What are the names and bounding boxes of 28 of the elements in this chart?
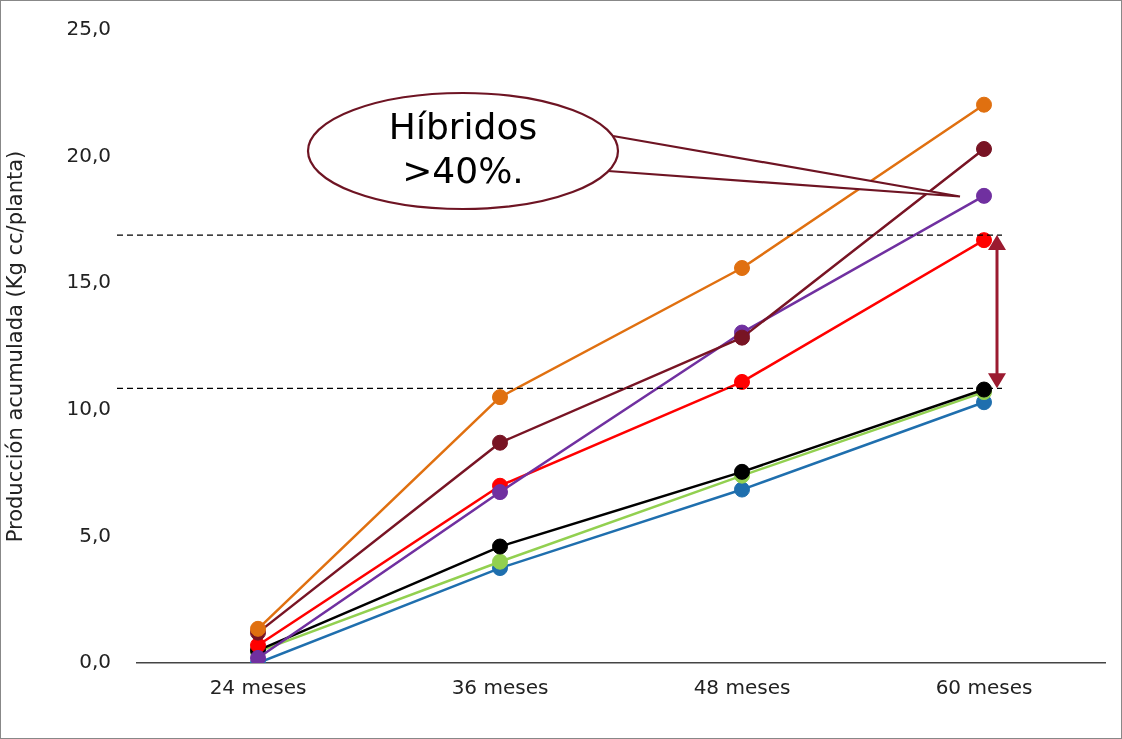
point <box>492 553 508 570</box>
x-tick-label: 60 meses <box>935 675 1033 700</box>
annotation: Híbridos >40%. <box>387 105 539 193</box>
point <box>250 649 266 663</box>
point <box>734 329 750 346</box>
x-tick-label: 24 meses <box>209 675 307 700</box>
point <box>734 463 750 480</box>
y-tick-label: 10,0 <box>66 396 111 420</box>
y-tick-label: 15,0 <box>66 269 111 294</box>
y-axis-title: Producción acumulada (Kg cc/planta) <box>3 150 28 543</box>
y-tick-label: 25,0 <box>66 16 111 41</box>
y-tick-label: 0,0 <box>79 649 111 674</box>
point <box>734 481 750 498</box>
point <box>976 141 992 157</box>
point <box>976 187 992 204</box>
point <box>492 484 508 501</box>
x-tick-label: 48 meses <box>693 675 791 700</box>
point <box>492 389 508 406</box>
point <box>492 434 508 451</box>
point <box>734 260 750 277</box>
x-tick-label: 36 meses <box>451 675 549 700</box>
point <box>976 232 992 249</box>
point <box>492 538 508 555</box>
point <box>976 96 992 113</box>
point <box>250 620 266 637</box>
point <box>734 373 750 390</box>
y-tick-label: 5,0 <box>79 522 111 547</box>
y-tick-label: 20,0 <box>66 142 111 167</box>
